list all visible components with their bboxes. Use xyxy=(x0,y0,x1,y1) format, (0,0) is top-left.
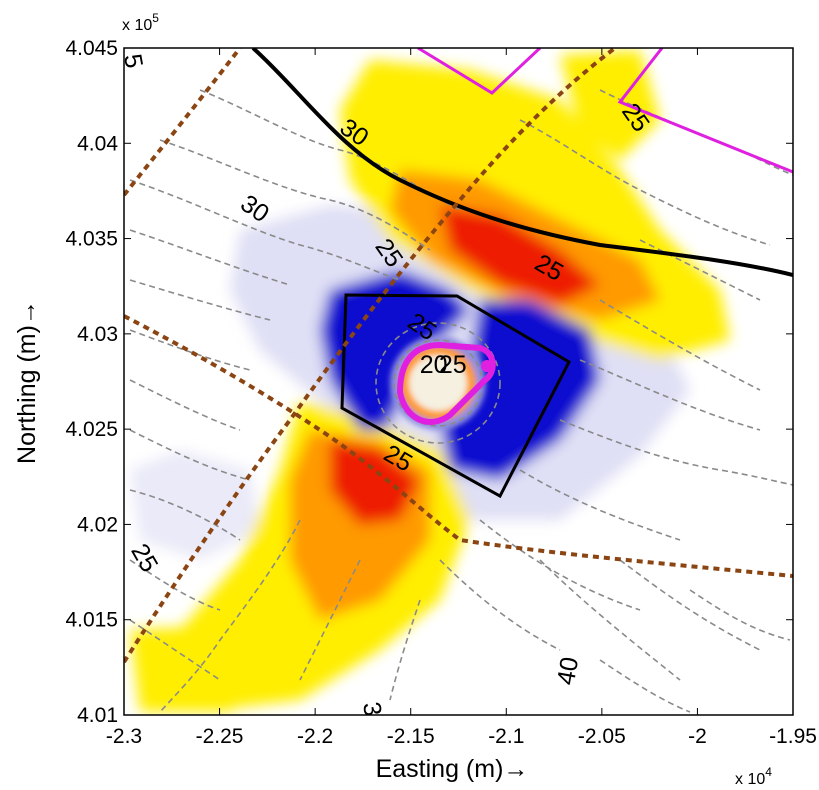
magenta-pit-outline xyxy=(396,341,496,425)
contour-label: 3 xyxy=(357,700,387,719)
ring-inner xyxy=(409,355,467,411)
depth-contour xyxy=(559,419,793,486)
depth-contour xyxy=(599,299,761,391)
depth-contour xyxy=(689,589,791,641)
depth-contour xyxy=(129,429,251,481)
depth-contour xyxy=(129,279,271,321)
depth-contour xyxy=(299,559,361,681)
depth-contour xyxy=(129,379,241,431)
anomaly-field xyxy=(130,50,730,712)
brown-dashed-line xyxy=(124,314,793,578)
y-tick-label: 4.035 xyxy=(65,228,118,251)
y-tick-label: 4.015 xyxy=(65,609,118,632)
brown-dashed-line xyxy=(124,48,617,664)
depth-contour-ring xyxy=(375,322,501,444)
y-tick-label: 4.02 xyxy=(77,513,118,536)
y-tick-label: 4.04 xyxy=(77,132,118,155)
depth-contour xyxy=(389,599,421,701)
x-tick-label: -2.15 xyxy=(387,725,435,748)
depth-contour xyxy=(619,559,761,651)
depth-contours xyxy=(129,89,793,713)
depth-contour xyxy=(129,229,291,286)
strong-positive-south xyxy=(330,440,420,525)
x-tick-label: -2.05 xyxy=(578,725,626,748)
x-tick-label: -2 xyxy=(688,725,707,748)
x-tick-label: -2.25 xyxy=(196,725,244,748)
x-tick-label: -2.1 xyxy=(488,725,524,748)
strong-positive-north xyxy=(440,205,600,305)
x-tick-label: -1.95 xyxy=(769,725,817,748)
magenta-pit-marker xyxy=(481,360,493,372)
depth-contour xyxy=(159,139,431,251)
depth-contour xyxy=(129,489,241,541)
y-tick-label: 4.025 xyxy=(65,418,118,441)
black-site-polygon xyxy=(340,293,571,499)
magenta-boundary-north xyxy=(417,48,542,95)
contour-label: 5 xyxy=(118,52,148,71)
depth-contour xyxy=(639,239,761,301)
y-tick-label: 4.03 xyxy=(77,323,118,346)
contour-label: 40 xyxy=(552,655,584,687)
depth-contour xyxy=(519,469,681,541)
contour-label: 25 xyxy=(439,351,467,379)
depth-contour xyxy=(129,559,221,611)
depth-contour xyxy=(129,619,221,681)
positive-patch-ne xyxy=(560,50,660,160)
brown-dashed-line xyxy=(124,48,242,197)
black-boundary-curve xyxy=(251,48,793,277)
depth-contour xyxy=(129,329,251,371)
weak-negative-patch xyxy=(130,450,260,560)
y-axis-multiplier: x 105 xyxy=(122,11,159,34)
x-axis-multiplier: x 104 xyxy=(735,765,772,788)
plot-frame xyxy=(123,47,794,716)
y-tick-label: 4.045 xyxy=(65,37,118,60)
depth-contour xyxy=(599,659,691,713)
y-tick-label: 4.01 xyxy=(77,704,118,727)
depth-contour xyxy=(539,559,681,681)
x-tick-label: -2.2 xyxy=(297,725,333,748)
depth-contour xyxy=(439,559,561,651)
x-axis-ticks: -2.3 -2.25 -2.2 -2.15 -2.1 -2.05 -2 -1.95 xyxy=(106,48,817,748)
depth-contour xyxy=(479,519,641,611)
y-axis-ticks: 4.01 4.015 4.02 4.025 4.03 4.035 4.04 4.045 xyxy=(65,37,793,727)
positive-patch-sw xyxy=(130,625,270,712)
contour-label: 20 xyxy=(420,351,448,379)
depth-contour xyxy=(129,179,401,281)
depth-contour xyxy=(519,119,771,246)
x-tick-label: -2.3 xyxy=(106,725,142,748)
boundary-lines xyxy=(124,48,793,664)
y-axis-label: Northing (m)→ xyxy=(13,300,41,464)
magenta-boundary-ne xyxy=(617,48,793,174)
strong-negative-west xyxy=(320,270,470,430)
x-axis-label: Easting (m)→ xyxy=(376,755,529,783)
